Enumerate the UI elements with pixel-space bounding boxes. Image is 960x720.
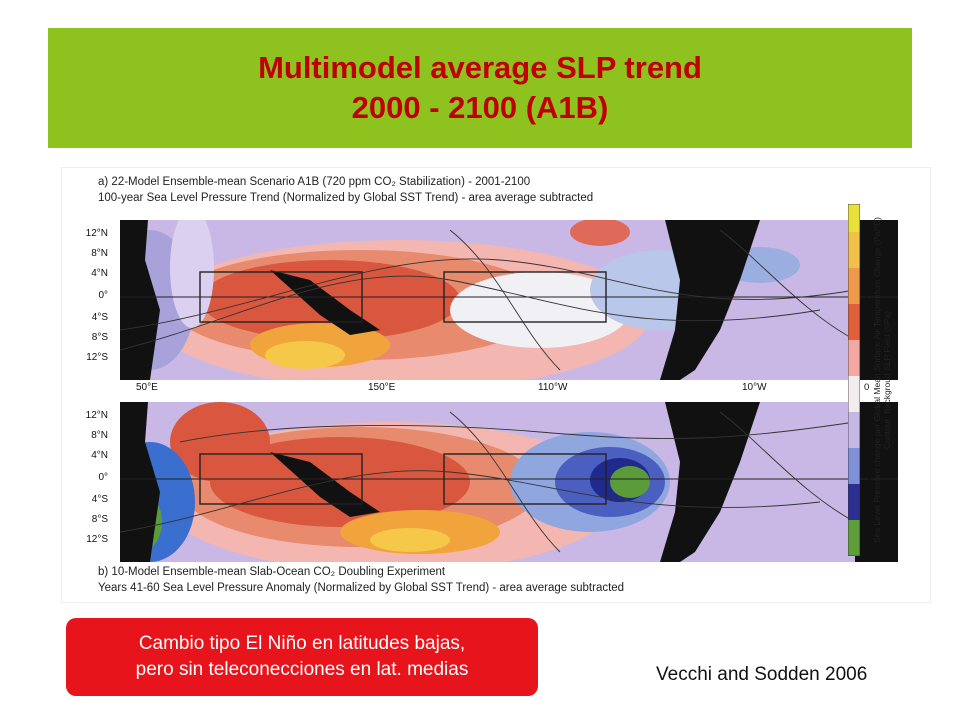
callout-box: Cambio tipo El Niño en latitudes bajas, … [66, 618, 538, 696]
panel-a-caption-line2: 100-year Sea Level Pressure Trend (Norma… [98, 192, 594, 204]
lat-label-a-4: 4°S [91, 312, 108, 323]
lat-label-a-0: 12°N [85, 228, 108, 239]
callout-line2: pero sin teleconecciones en lat. medias [135, 659, 469, 680]
lon-label-3: 10°W [742, 382, 767, 393]
lon-label-1: 150°E [368, 382, 396, 393]
colorbar-tick-4: -0.5 [864, 430, 881, 441]
slide-title-line2: 2000 - 2100 (A1B) [351, 90, 609, 125]
slide-title-line1: Multimodel average SLP trend [258, 50, 702, 85]
lat-label-b-5: 8°S [91, 514, 108, 525]
colorbar-label-line2: Contour: Backgroud SLP Field (hPa) [882, 311, 892, 449]
colorbar [848, 204, 860, 556]
colorbar-tick-5: -1 [864, 476, 873, 487]
colorbar-tick-1: 1 [864, 292, 870, 303]
lon-label-2: 110°W [538, 382, 568, 393]
colorbar-label-line1: Sea Level Pressure change per Global Mea… [872, 217, 882, 543]
colorbar-tick-0: 1.5 [864, 246, 878, 257]
lon-label-0: 50°E [136, 382, 158, 393]
title-banner: Multimodel average SLP trend 2000 - 2100… [48, 28, 912, 148]
lat-label-b-4: 4°S [91, 494, 108, 505]
panel-b-caption-line2: Years 41-60 Sea Level Pressure Anomaly (… [98, 582, 625, 594]
slp-trend-figure: a) 22-Model Ensemble-mean Scenario A1B (… [62, 168, 930, 602]
citation-credit: Vecchi and Sodden 2006 [656, 664, 868, 685]
lat-label-a-2: 4°N [91, 268, 108, 279]
lat-label-b-6: 12°S [86, 534, 108, 545]
panel-b-caption-line1: b) 10-Model Ensemble-mean Slab-Ocean CO₂… [98, 566, 446, 578]
colorbar-label: Sea Level Pressure change per Global Mea… [872, 204, 892, 556]
lat-label-b-2: 4°N [91, 450, 108, 461]
colorbar-tick-3: 0 [864, 382, 870, 393]
panel-a-field [120, 220, 898, 380]
panel-b-field [120, 402, 898, 562]
lat-label-b-3: 0° [98, 472, 108, 483]
lat-label-a-6: 12°S [86, 352, 108, 363]
lat-label-a-1: 8°N [91, 248, 108, 259]
callout-line1: Cambio tipo El Niño en latitudes bajas, [138, 633, 466, 654]
lat-label-b-0: 12°N [85, 410, 108, 421]
panel-a-map [120, 220, 898, 380]
panel-a-caption-line1: a) 22-Model Ensemble-mean Scenario A1B (… [98, 176, 531, 188]
colorbar-tick-6: -1.5 [864, 522, 881, 533]
panel-b-map [120, 402, 898, 562]
colorbar-tick-2: 0.5 [864, 338, 878, 349]
lat-label-a-3: 0° [98, 290, 108, 301]
lat-label-a-5: 8°S [91, 332, 108, 343]
lat-label-b-1: 8°N [91, 430, 108, 441]
